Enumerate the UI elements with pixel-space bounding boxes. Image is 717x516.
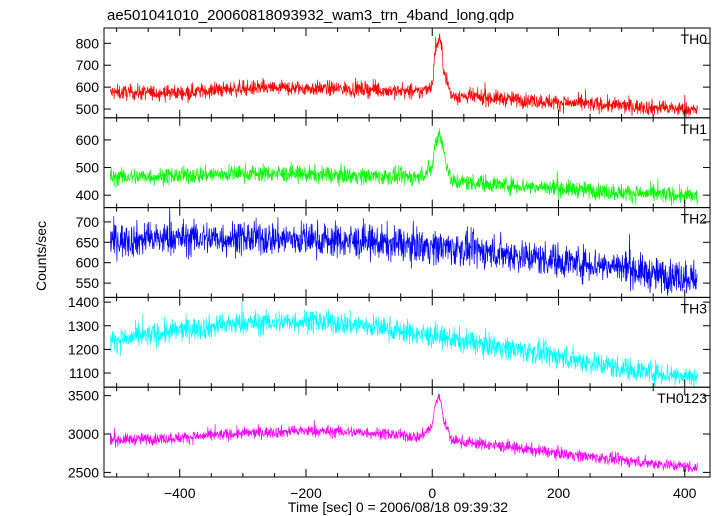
y-tick-label: 1200 bbox=[68, 341, 99, 357]
x-axis-label: Time [sec] 0 = 2006/08/18 09:39:32 bbox=[288, 499, 508, 515]
x-tick-label: 200 bbox=[547, 485, 571, 501]
series-line-th2 bbox=[109, 207, 698, 296]
y-tick-label: 1100 bbox=[69, 365, 99, 381]
series-line-th3 bbox=[109, 301, 698, 388]
panel-label: TH0123 bbox=[657, 390, 707, 406]
series-line-th0 bbox=[109, 33, 698, 118]
y-tick-label: 500 bbox=[76, 101, 100, 117]
x-tick-label: 400 bbox=[673, 485, 697, 501]
y-tick-label: 650 bbox=[76, 234, 100, 250]
y-tick-label: 550 bbox=[76, 275, 100, 291]
panel-th0: 500 600 700 800 TH0 bbox=[76, 27, 711, 119]
y-tick-label: 700 bbox=[76, 57, 100, 73]
y-tick-label: 800 bbox=[76, 35, 100, 51]
series-line-th0123 bbox=[109, 393, 698, 473]
y-tick-label: 600 bbox=[76, 132, 100, 148]
y-tick-label: 1300 bbox=[68, 318, 99, 334]
y-tick-label: 600 bbox=[76, 79, 100, 95]
panel-frame bbox=[103, 386, 711, 478]
panels: 500 600 700 800 TH0 400 500 600 TH1 550 600 650 700 T… bbox=[68, 27, 711, 501]
y-tick-label: 700 bbox=[76, 214, 100, 230]
y-axis-label: Counts/sec bbox=[33, 221, 49, 291]
panel-th1: 400 500 600 TH1 bbox=[76, 117, 711, 209]
y-tick-label: 600 bbox=[76, 255, 100, 271]
panel-th2: 550 600 650 700 TH2 bbox=[76, 207, 711, 298]
panel-th0123: 2500 3000 3500 TH0123 bbox=[68, 386, 711, 480]
y-tick-label: 2500 bbox=[68, 464, 99, 480]
panel-label: TH3 bbox=[681, 300, 708, 316]
chart-title: ae501041010_20060818093932_wam3_trn_4ban… bbox=[107, 7, 514, 24]
panel-th3: 1100 1200 1300 1400 TH3 bbox=[68, 294, 711, 388]
y-tick-label: 3500 bbox=[68, 388, 99, 404]
y-tick-label: 3000 bbox=[68, 426, 99, 442]
y-tick-label: 500 bbox=[76, 160, 100, 176]
series-line-th1 bbox=[109, 128, 698, 207]
panel-label: TH0 bbox=[681, 31, 708, 47]
panel-label: TH2 bbox=[681, 211, 708, 227]
x-tick-label: −400 bbox=[164, 485, 196, 501]
x-tick-label: −200 bbox=[290, 485, 322, 501]
panel-frame bbox=[103, 117, 711, 209]
y-tick-label: 400 bbox=[76, 187, 100, 203]
x-tick-label: 0 bbox=[428, 485, 436, 501]
panel-label: TH1 bbox=[681, 121, 708, 137]
y-tick-label: 1400 bbox=[68, 294, 99, 310]
